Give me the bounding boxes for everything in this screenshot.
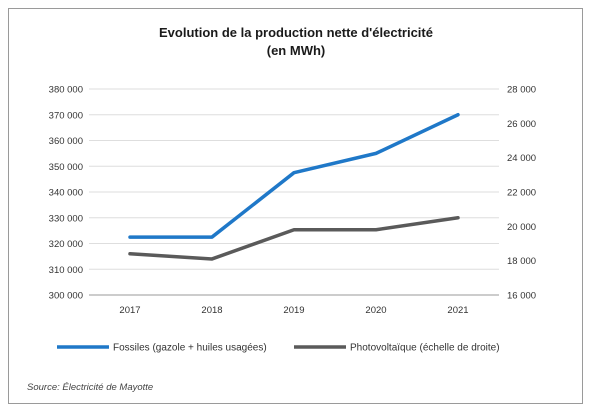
gridlines [89,88,499,296]
left-axis-ticks: 300 000 310 000 320 000 330 000 340 000 350 0… [49,85,83,302]
right-tick-label: 24 000 [507,153,536,164]
left-tick-label: 360 000 [49,136,83,147]
x-tick-label: 2021 [447,305,468,316]
right-tick-label: 16 000 [507,291,536,302]
left-tick-label: 350 000 [49,162,83,173]
series-line-fossiles [128,113,460,239]
x-tick-label: 2017 [119,305,140,316]
left-tick-label: 380 000 [49,85,83,96]
series-lines [128,113,460,261]
line-chart: Evolution de la production nette d'élect… [27,25,536,393]
left-tick-label: 320 000 [49,239,83,250]
legend: Fossiles (gazole + huiles usagées) Photo… [57,343,500,354]
left-tick-label: 330 000 [49,213,83,224]
left-tick-label: 300 000 [49,291,83,302]
chart-frame: Evolution de la production nette d'élect… [8,8,583,404]
right-tick-label: 20 000 [507,222,536,233]
left-tick-label: 340 000 [49,188,83,199]
chart-title-line1: Evolution de la production nette d'élect… [159,25,433,40]
left-tick-label: 370 000 [49,110,83,121]
right-tick-label: 22 000 [507,188,536,199]
legend-label-fossiles: Fossiles (gazole + huiles usagées) [113,343,267,354]
source-note: Source: Électricité de Mayotte [27,382,153,393]
x-tick-label: 2020 [365,305,386,316]
right-tick-label: 26 000 [507,119,536,130]
right-axis-ticks: 16 000 18 000 20 000 22 000 24 000 26 000 28 0… [507,85,536,302]
x-axis-ticks: 2017 2018 2019 2020 2021 [119,305,468,316]
right-tick-label: 28 000 [507,85,536,96]
x-tick-label: 2019 [283,305,304,316]
x-tick-label: 2018 [201,305,222,316]
legend-label-photovoltaique: Photovoltaïque (échelle de droite) [350,343,500,354]
left-tick-label: 310 000 [49,265,83,276]
right-tick-label: 18 000 [507,256,536,267]
chart-title-line2: (en MWh) [267,43,325,58]
series-line-photovoltaique [128,216,460,261]
